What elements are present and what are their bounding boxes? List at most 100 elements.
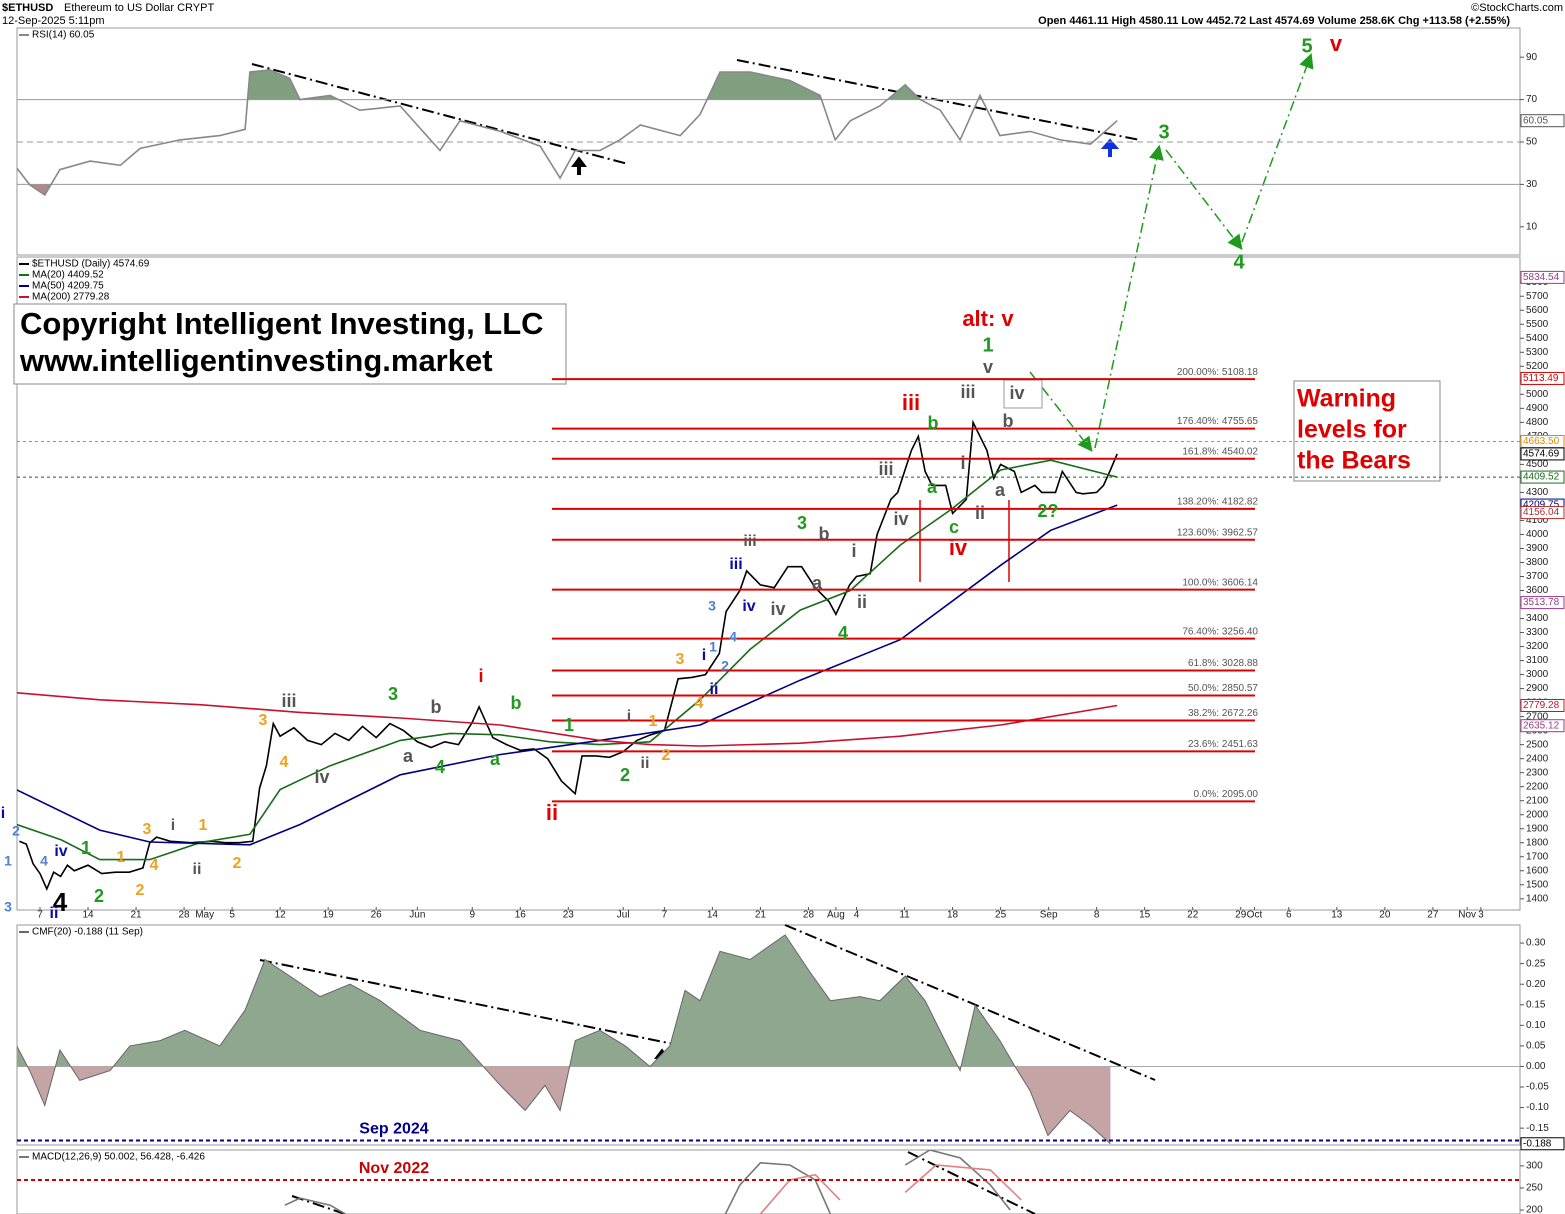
up-arrow	[571, 156, 587, 175]
series-line	[759, 1164, 1022, 1214]
x-tick-label: 29	[1235, 910, 1247, 921]
wave-label: 4	[40, 853, 48, 869]
x-tick-label: 20	[1379, 910, 1391, 921]
y-tick-label: 1900	[1526, 823, 1549, 834]
fib-label: 38.2%: 2672.26	[1188, 708, 1258, 719]
y-tick-label: 3300	[1526, 627, 1549, 638]
series-line	[17, 934, 1111, 1145]
legend-label: MA(200) 2779.28	[32, 292, 110, 303]
x-tick-label: May	[195, 910, 214, 921]
y-tick-label: 5500	[1526, 319, 1549, 330]
wave-label: 1	[709, 639, 717, 655]
wave-label: a	[927, 477, 938, 497]
y-tick-label: 1700	[1526, 851, 1549, 862]
wave-label: 3	[1158, 121, 1169, 143]
wave-label: i	[1, 805, 5, 822]
wave-label: i	[702, 647, 706, 664]
wave-label: 2	[721, 658, 729, 674]
y-tick-label: 0.20	[1526, 979, 1546, 990]
y-tick-label: 4800	[1526, 417, 1549, 428]
y-tick-label: -0.05	[1526, 1082, 1549, 1093]
wave-label: 4	[729, 629, 737, 645]
website: www.intelligentinvesting.market	[19, 343, 493, 378]
datetime: 12-Sep-2025 5:11pm	[2, 15, 105, 27]
x-tick-label: 9	[469, 910, 475, 921]
x-tick-label: Aug	[827, 910, 845, 921]
wave-label: 3	[4, 899, 12, 915]
series-line	[19, 419, 1118, 892]
y-tick-label: 3900	[1526, 543, 1549, 554]
y-tick-label: 0.00	[1526, 1061, 1546, 1072]
y-tick-label: 4300	[1526, 487, 1549, 498]
price-flag	[1520, 596, 1565, 610]
y-tick-label: 5700	[1526, 291, 1549, 302]
y-tick-label: 4100	[1526, 515, 1549, 526]
wave-label: ii	[546, 800, 558, 825]
warning-text: the Bears	[1297, 447, 1411, 475]
macd-frame	[16, 1149, 1521, 1214]
wave-label: ii	[193, 861, 202, 878]
y-tick-label: -0.10	[1526, 1102, 1549, 1113]
wave-label: iv	[1009, 383, 1024, 403]
price-flag	[1520, 699, 1565, 713]
fib-label: 0.0%: 2095.00	[1194, 789, 1259, 800]
wave-label: iv	[893, 509, 908, 529]
y-tick-label: 3000	[1526, 669, 1549, 680]
price-flag-label: 2635.12	[1523, 720, 1560, 731]
y-tick-label: 2200	[1526, 781, 1549, 792]
wave-label: iv	[742, 598, 755, 615]
y-tick-label: 3400	[1526, 613, 1549, 624]
wave-label: iii	[902, 390, 920, 415]
y-tick-label: 1600	[1526, 865, 1549, 876]
x-tick-label: 26	[371, 910, 383, 921]
fib-label: 23.6%: 2451.63	[1188, 739, 1258, 750]
wave-label: b	[819, 524, 830, 544]
fib-label: 176.40%: 4755.65	[1177, 416, 1259, 427]
y-tick-label: 2400	[1526, 753, 1549, 764]
price-flag	[1520, 447, 1565, 461]
wave-label: b	[431, 697, 442, 717]
x-tick-label: 7	[37, 910, 43, 921]
legend-label: MA(50) 4209.75	[32, 281, 104, 292]
quote: Open 4461.11 High 4580.11 Low 4452.72 La…	[1038, 15, 1510, 27]
wave-label: 3	[676, 651, 685, 668]
wave-label: b	[1003, 411, 1014, 431]
y-tick-label: 0.15	[1526, 999, 1546, 1010]
credit: ©StockCharts.com	[1471, 2, 1563, 14]
series-line	[17, 459, 1118, 861]
series-line	[17, 69, 1118, 197]
price-flag	[1520, 1137, 1565, 1151]
x-tick-label: Jun	[409, 910, 425, 921]
label-box	[1003, 379, 1043, 409]
panel-plot	[284, 1150, 1022, 1214]
wave-label: 4	[280, 754, 289, 771]
x-tick-label: 16	[515, 910, 527, 921]
series-area	[17, 934, 1015, 1067]
y-tick-label: 2300	[1526, 767, 1549, 778]
wave-label: 5	[1301, 35, 1312, 57]
warning-text: levels for	[1297, 416, 1407, 444]
price-flag-label: 4156.04	[1523, 507, 1560, 518]
up-arrow	[1100, 138, 1120, 157]
wave-label: 2	[136, 882, 145, 899]
wave-label: b	[511, 693, 522, 713]
level-fill	[17, 184, 1118, 195]
wave-label: 3	[388, 684, 398, 704]
fib-label: 123.60%: 3962.57	[1177, 527, 1259, 538]
wave-label: a	[403, 746, 414, 766]
fib-label: 161.8%: 4540.02	[1182, 446, 1258, 457]
warning-text: Warning	[1297, 385, 1396, 413]
wave-label: a	[995, 480, 1006, 500]
price-flag	[1520, 270, 1565, 284]
y-tick-label: 3100	[1526, 655, 1549, 666]
wave-label: ii	[641, 755, 650, 772]
wave-label: ii	[975, 503, 985, 523]
series-line	[17, 504, 1118, 846]
cmf-frame	[16, 924, 1521, 1146]
y-tick-label: 50	[1526, 137, 1538, 148]
y-tick-label: 0.10	[1526, 1020, 1546, 1031]
x-tick-label: 25	[995, 910, 1007, 921]
x-tick-label: 14	[707, 910, 719, 921]
ref-label: Sep 2024	[359, 1121, 428, 1138]
